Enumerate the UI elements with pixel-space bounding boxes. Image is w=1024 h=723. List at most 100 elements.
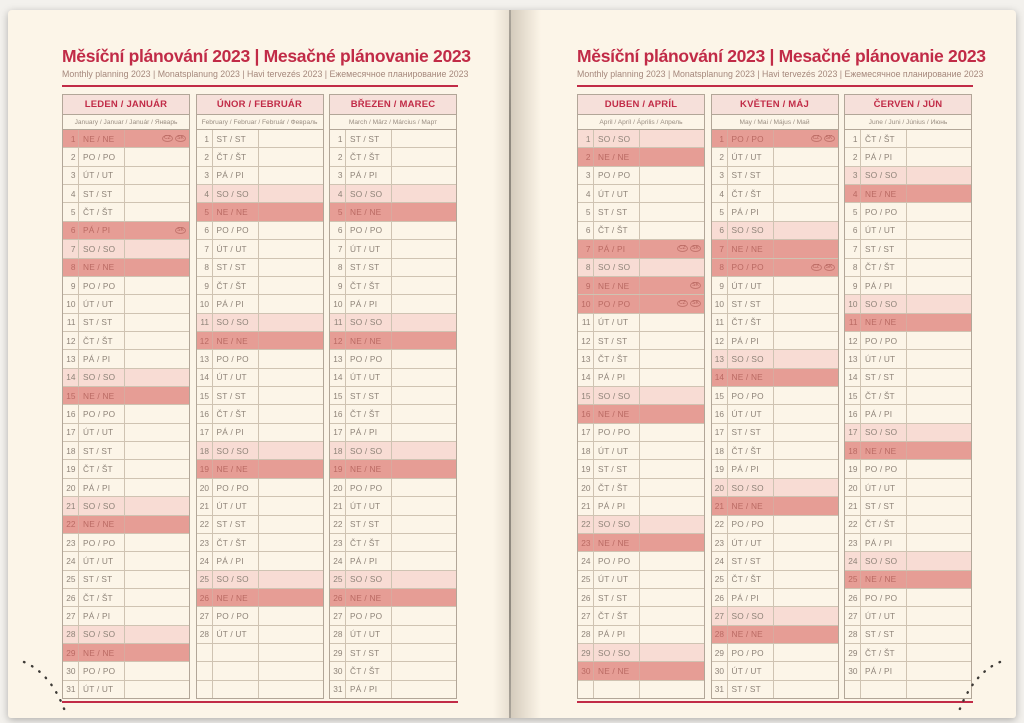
day-number: 23 [197,533,213,552]
day-number: 16 [578,405,594,423]
day-row: 26 PÁ / PI [711,587,838,607]
day-number [197,644,213,662]
notes-cell [774,516,838,533]
months-container-left: LEDEN / JANUÁR January / Januar / Január … [62,94,458,699]
month-table: DUBEN / APRÍL April / Apríl / Április / А… [577,94,705,699]
day-row: 25 SO / SO [330,569,456,588]
day-number [197,662,213,680]
day-abbrev: NE / NE [594,148,640,166]
day-abbrev: ST / ST [728,552,774,570]
notes-cell [259,516,323,533]
day-number: 20 [197,478,213,497]
day-row: 24 ST / ST [711,551,838,570]
day-row: 16 ČT / ŠT [330,404,456,423]
day-row: 8 PO / PO CZ SK [711,257,838,276]
day-number: 15 [63,387,79,405]
day-row: 1 NE / NE CZ SK [63,130,189,148]
day-row: 13 PO / PO [330,349,456,368]
day-number [578,680,594,699]
day-number: 2 [578,148,594,166]
day-number: 2 [330,148,346,166]
notes-cell [907,203,971,220]
notes-cell [392,130,456,147]
month-rows: 1 ST / ST 2 ČT / ŠT 3 PÁ / PI 4 SO / SO 5 NE / NE… [196,130,323,699]
day-number: 27 [712,607,728,625]
day-abbrev: ÚT / UT [594,570,640,588]
day-abbrev: ÚT / UT [346,625,392,644]
day-number: 16 [712,405,728,423]
day-row: 29 ČT / ŠT [845,643,971,662]
day-number: 18 [197,442,213,460]
notes-cell [259,369,323,386]
day-number: 7 [578,240,594,258]
notes-cell [392,534,456,551]
notes-cell [907,571,971,588]
day-abbrev: ČT / ŠT [861,130,907,148]
day-number: 20 [712,478,728,497]
notes-cell [392,460,456,477]
notes-cell [907,167,971,184]
day-abbrev: PÁ / PI [861,405,907,423]
day-row: 4 SO / SO [196,184,323,203]
page-left: Měsíční plánování 2023 | Mesačné plánova… [8,10,509,718]
day-row: 14 ÚT / UT [330,367,456,387]
notes-cell [774,662,838,679]
day-row: 16 ÚT / UT [711,404,838,423]
day-row: 15 ST / ST [330,386,456,405]
day-row: 1 PO / PO CZ SK [711,130,838,148]
day-number: 3 [330,166,346,185]
day-row: 14 ÚT / UT [196,367,323,387]
day-row: 23 ÚT / UT [711,532,838,552]
day-row: 26 ČT / ŠT [63,587,189,607]
day-abbrev: ST / ST [861,368,907,387]
day-abbrev: SO / SO [79,240,125,258]
day-row: 15 NE / NE [63,386,189,405]
day-abbrev: ÚT / UT [213,240,259,258]
day-number: 6 [578,221,594,240]
month-subheader: May / Mai / Május / Май [711,115,838,130]
notes-cell [774,295,838,312]
notes-cell [392,626,456,643]
day-abbrev: PÁ / PI [861,533,907,552]
day-abbrev: NE / NE [79,644,125,662]
notes-cell [640,589,704,606]
day-row: 28 PÁ / PI [578,624,704,644]
notes-cell [907,424,971,441]
notes-cell: SK [125,222,189,239]
notes-cell [392,479,456,496]
day-abbrev: SO / SO [346,313,392,331]
day-abbrev: NE / NE [594,276,640,295]
day-row: 19 NE / NE [330,459,456,478]
day-number: 7 [845,240,861,258]
notes-cell [259,589,323,606]
day-number: 12 [63,331,79,350]
day-row: 25 NE / NE [845,569,971,588]
day-number: 31 [63,680,79,699]
day-abbrev: PÁ / PI [346,166,392,185]
day-row: 21 PÁ / PI [578,496,704,515]
day-row: 12 ST / ST [578,330,704,350]
notes-cell [125,460,189,477]
day-abbrev: NE / NE [79,515,125,533]
day-number: 25 [330,570,346,588]
day-abbrev: PÁ / PI [346,552,392,570]
day-abbrev: ST / ST [346,258,392,276]
day-number: 1 [197,130,213,148]
top-rule [577,85,973,87]
book-spine [509,10,511,718]
holiday-badge-cz: CZ [810,135,822,143]
day-abbrev: ÚT / UT [728,662,774,680]
notes-cell [774,405,838,422]
notes-cell [125,259,189,276]
day-abbrev: SO / SO [728,478,774,497]
notes-cell [907,460,971,477]
day-row: 2 PÁ / PI [845,147,971,166]
day-row: 28 ÚT / UT [330,624,456,644]
day-number: 1 [330,130,346,148]
day-abbrev: SO / SO [346,442,392,460]
day-row: 31 PÁ / PI [330,679,456,699]
day-row: 6 ÚT / UT [845,220,971,240]
notes-cell [259,442,323,459]
day-number: 5 [330,203,346,221]
day-abbrev: ČT / ŠT [79,460,125,478]
